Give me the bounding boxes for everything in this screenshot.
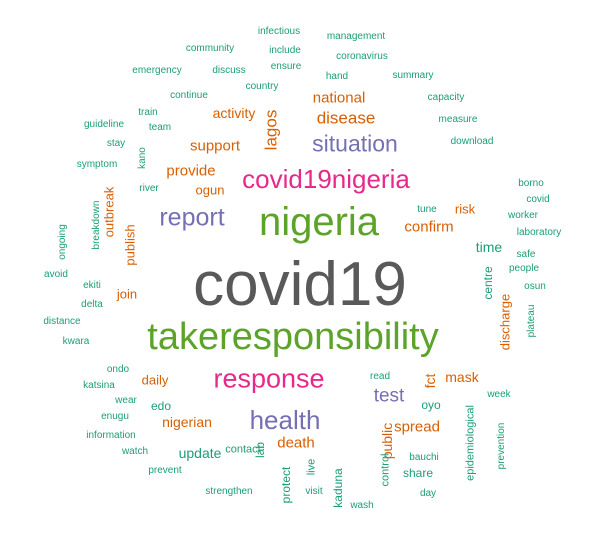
word-response: response: [213, 363, 325, 394]
word-time: time: [475, 239, 503, 255]
word-join: join: [116, 286, 138, 302]
word-provide: provide: [166, 162, 216, 180]
word-osun: osun: [524, 281, 546, 292]
word-borno: borno: [518, 178, 544, 189]
word-symptom: symptom: [76, 159, 118, 170]
word-publish: publish: [122, 224, 138, 266]
word-people: people: [508, 263, 540, 274]
word-live: live: [305, 458, 318, 476]
word-discharge: discharge: [497, 293, 513, 351]
word-breakdown: breakdown: [91, 200, 102, 250]
word-plateau: plateau: [526, 304, 537, 338]
word-death: death: [277, 434, 315, 452]
word-stay: stay: [106, 138, 126, 149]
word-covid19nigeria: covid19nigeria: [242, 164, 410, 194]
word-control: control: [379, 453, 392, 487]
word-information: information: [86, 430, 136, 441]
word-community: community: [185, 43, 235, 54]
word-avoid: avoid: [44, 269, 68, 280]
word-wash: wash: [350, 500, 374, 511]
word-takeresponsibility: takeresponsibility: [147, 316, 439, 358]
word-enugu: enugu: [101, 411, 129, 422]
word-ogun: ogun: [195, 182, 225, 198]
word-emergency: emergency: [132, 65, 182, 76]
word-lagos: lagos: [261, 109, 281, 151]
word-bauchi: bauchi: [409, 452, 439, 463]
word-contact: contact: [225, 443, 261, 456]
word-hand: hand: [325, 71, 349, 82]
word-laboratory: laboratory: [516, 227, 562, 238]
word-tune: tune: [417, 204, 437, 215]
word-disease: disease: [316, 108, 376, 128]
word-report: report: [159, 203, 225, 232]
word-strengthen: strengthen: [205, 486, 253, 497]
word-ongoing: ongoing: [57, 224, 68, 260]
word-watch: watch: [121, 446, 149, 457]
word-share: share: [402, 466, 434, 480]
word-week: week: [487, 389, 511, 400]
word-prevention: prevention: [496, 422, 507, 470]
word-spread: spread: [394, 418, 440, 436]
word-epidemiological: epidemiological: [464, 405, 477, 481]
word-prevent: prevent: [148, 465, 182, 476]
word-discuss: discuss: [212, 65, 246, 76]
word-kano: kano: [137, 147, 148, 169]
word-kwara: kwara: [62, 336, 90, 347]
word-continue: continue: [170, 90, 208, 101]
word-covid: covid: [526, 194, 550, 205]
word-summary: summary: [392, 70, 434, 81]
word-health: health: [249, 405, 321, 435]
word-visit: visit: [305, 486, 323, 497]
word-fct: fct: [422, 373, 438, 389]
word-delta: delta: [81, 299, 103, 310]
word-test: test: [373, 385, 405, 407]
word-katsina: katsina: [83, 380, 115, 391]
word-centre: centre: [481, 266, 495, 300]
word-read: read: [369, 371, 391, 382]
word-wear: wear: [115, 395, 137, 406]
word-covid19: covid19: [193, 250, 407, 319]
word-oyo: oyo: [421, 398, 441, 412]
word-protect: protect: [279, 466, 293, 504]
word-team: team: [148, 122, 172, 133]
word-outbreak: outbreak: [101, 186, 117, 238]
word-update: update: [178, 445, 222, 461]
word-confirm: confirm: [404, 218, 454, 236]
word-nigerian: nigerian: [162, 414, 212, 430]
word-infectious: infectious: [257, 26, 301, 37]
word-kaduna: kaduna: [331, 468, 345, 508]
word-day: day: [419, 488, 437, 499]
word-activity: activity: [212, 105, 256, 121]
word-ekiti: ekiti: [83, 280, 101, 291]
word-ensure: ensure: [270, 61, 302, 72]
word-capacity: capacity: [427, 92, 465, 103]
word-edo: edo: [150, 399, 172, 413]
word-support: support: [189, 137, 241, 155]
word-measure: measure: [438, 114, 478, 125]
word-river: river: [139, 183, 159, 194]
word-daily: daily: [141, 372, 169, 388]
word-situation: situation: [312, 130, 398, 157]
word-guideline: guideline: [83, 119, 125, 130]
word-country: country: [245, 81, 279, 92]
word-mask: mask: [445, 369, 479, 385]
word-distance: distance: [43, 316, 81, 327]
word-train: train: [138, 107, 158, 118]
word-download: download: [450, 136, 494, 147]
word-nigeria: nigeria: [258, 200, 380, 244]
word-risk: risk: [454, 201, 476, 217]
word-include: include: [269, 45, 301, 56]
word-management: management: [326, 31, 386, 42]
word-coronavirus: coronavirus: [336, 51, 388, 62]
word-safe: safe: [516, 249, 536, 260]
word-national: national: [312, 89, 366, 107]
word-ondo: ondo: [106, 364, 130, 375]
word-worker: worker: [507, 210, 539, 221]
